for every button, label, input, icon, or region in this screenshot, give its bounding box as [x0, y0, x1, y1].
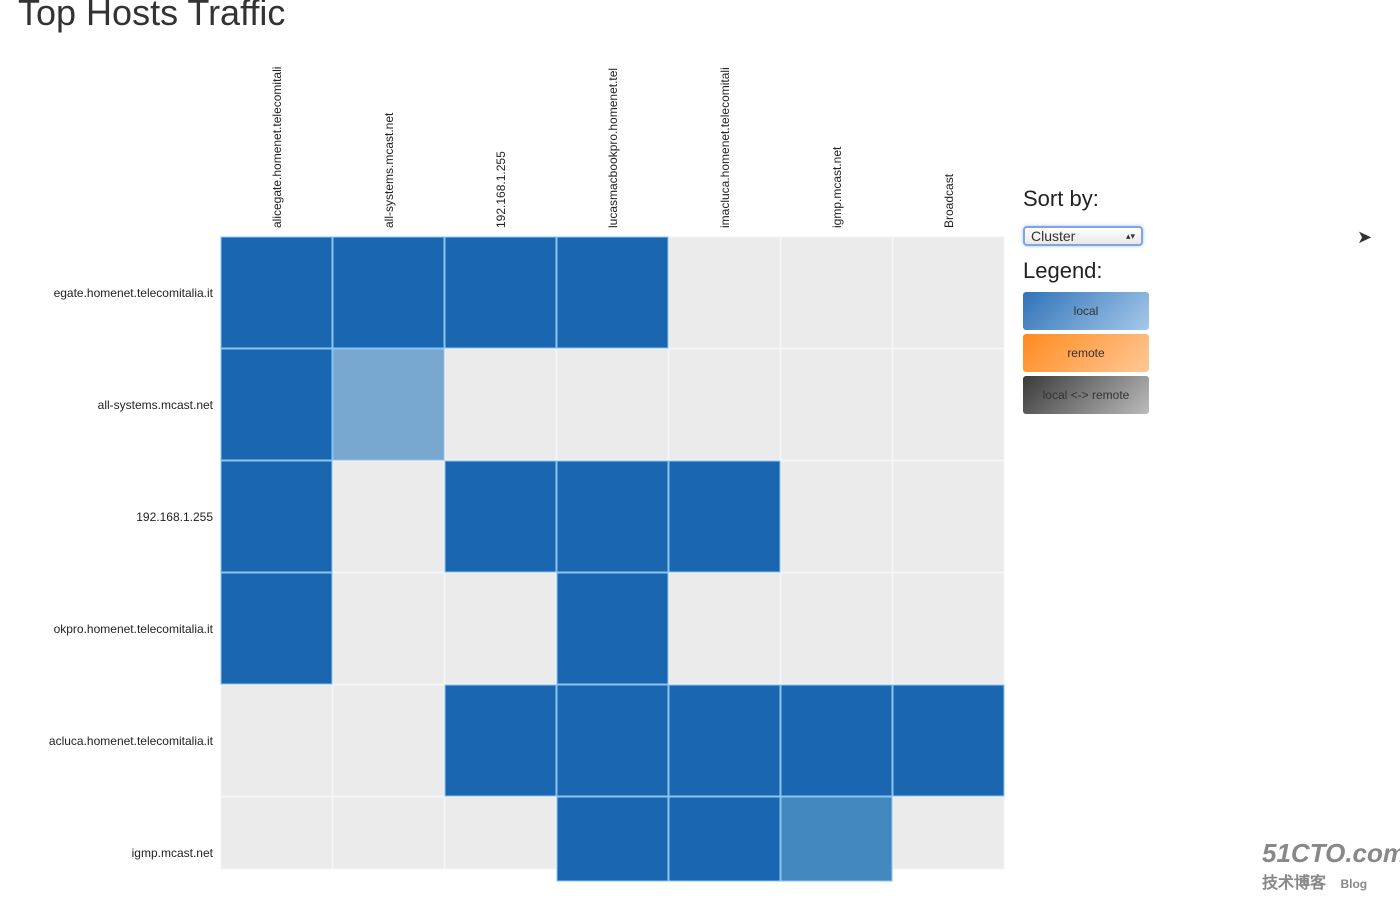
matrix-cell[interactable] [556, 796, 669, 882]
matrix-cell[interactable] [332, 460, 445, 573]
column-label: lucasmacbookpro.homenet.tel [606, 68, 620, 228]
matrix-cell[interactable] [220, 572, 333, 685]
matrix-cell[interactable] [780, 684, 893, 797]
legend-remote: remote [1023, 334, 1149, 372]
column-label: 192.168.1.255 [494, 151, 508, 228]
matrix-cell[interactable] [892, 460, 1005, 573]
matrix-cell[interactable] [556, 572, 669, 685]
mouse-cursor-icon: ➤ [1357, 227, 1373, 247]
matrix-cell[interactable] [556, 348, 669, 461]
matrix-cell[interactable] [892, 684, 1005, 797]
matrix-cell[interactable] [220, 236, 333, 349]
legend-local: local [1023, 292, 1149, 330]
matrix-cell[interactable] [892, 348, 1005, 461]
matrix-cell[interactable] [332, 572, 445, 685]
legend-label: Legend: [1023, 258, 1103, 283]
matrix-cell[interactable] [556, 236, 669, 349]
matrix-cell[interactable] [780, 236, 893, 349]
matrix-cell[interactable] [668, 460, 781, 573]
column-label: imacluca.homenet.telecomitali [718, 67, 732, 228]
row-label: acluca.homenet.telecomitalia.it [49, 734, 214, 748]
matrix-cell[interactable] [780, 796, 893, 882]
matrix-cell[interactable] [892, 236, 1005, 349]
matrix-cell[interactable] [332, 796, 445, 870]
watermark-sub: 技术博客 [1262, 875, 1327, 892]
watermark: 51CTO.com 技术博客 Blog [1262, 838, 1400, 893]
matrix-cell[interactable] [892, 572, 1005, 685]
row-label: okpro.homenet.telecomitalia.it [54, 622, 214, 636]
sort-select[interactable]: Cluster ▴▾ [1023, 226, 1143, 246]
matrix-cell[interactable] [444, 460, 557, 573]
matrix-cell[interactable] [668, 572, 781, 685]
column-label: Broadcast [942, 173, 956, 228]
page-title: Top Hosts Traffic [18, 0, 286, 33]
matrix-cell[interactable] [780, 348, 893, 461]
watermark-tag: Blog [1340, 877, 1368, 891]
matrix-cell[interactable] [220, 460, 333, 573]
matrix-cell[interactable] [444, 348, 557, 461]
sort-label: Sort by: [1023, 186, 1099, 211]
matrix-cell[interactable] [332, 684, 445, 797]
controls-panel: Sort by: Cluster ▴▾ Legend: local remote … [1023, 186, 1153, 414]
watermark-main: 51CTO.com [1262, 838, 1400, 868]
sort-value: Cluster [1031, 228, 1076, 244]
matrix-cell[interactable] [444, 796, 557, 870]
row-label: all-systems.mcast.net [98, 398, 214, 412]
traffic-matrix: alicegate.homenet.telecomitali all-system… [49, 67, 1005, 882]
matrix-cell[interactable] [780, 460, 893, 573]
matrix-cell[interactable] [668, 348, 781, 461]
matrix-cell[interactable] [444, 236, 557, 349]
matrix-cell[interactable] [668, 684, 781, 797]
row-label: egate.homenet.telecomitalia.it [54, 286, 214, 300]
matrix-cell[interactable] [220, 348, 333, 461]
row-label: igmp.mcast.net [132, 846, 214, 860]
matrix-cell[interactable] [668, 796, 781, 882]
matrix-cell[interactable] [220, 684, 333, 797]
matrix-cell[interactable] [668, 236, 781, 349]
matrix-cell[interactable] [892, 796, 1005, 870]
matrix-cell[interactable] [780, 572, 893, 685]
matrix-cell[interactable] [332, 236, 445, 349]
row-label: 192.168.1.255 [136, 510, 213, 524]
matrix-cell[interactable] [444, 684, 557, 797]
column-label: alicegate.homenet.telecomitali [270, 67, 284, 228]
matrix-cell[interactable] [220, 796, 333, 870]
matrix-cell[interactable] [332, 348, 445, 461]
matrix-cell[interactable] [556, 460, 669, 573]
matrix-cell[interactable] [444, 572, 557, 685]
legend-local-remote: local <-> remote [1023, 376, 1149, 414]
column-label: igmp.mcast.net [830, 146, 844, 228]
select-arrows-icon: ▴▾ [1125, 230, 1135, 241]
column-label: all-systems.mcast.net [382, 112, 396, 228]
matrix-cell[interactable] [556, 684, 669, 797]
